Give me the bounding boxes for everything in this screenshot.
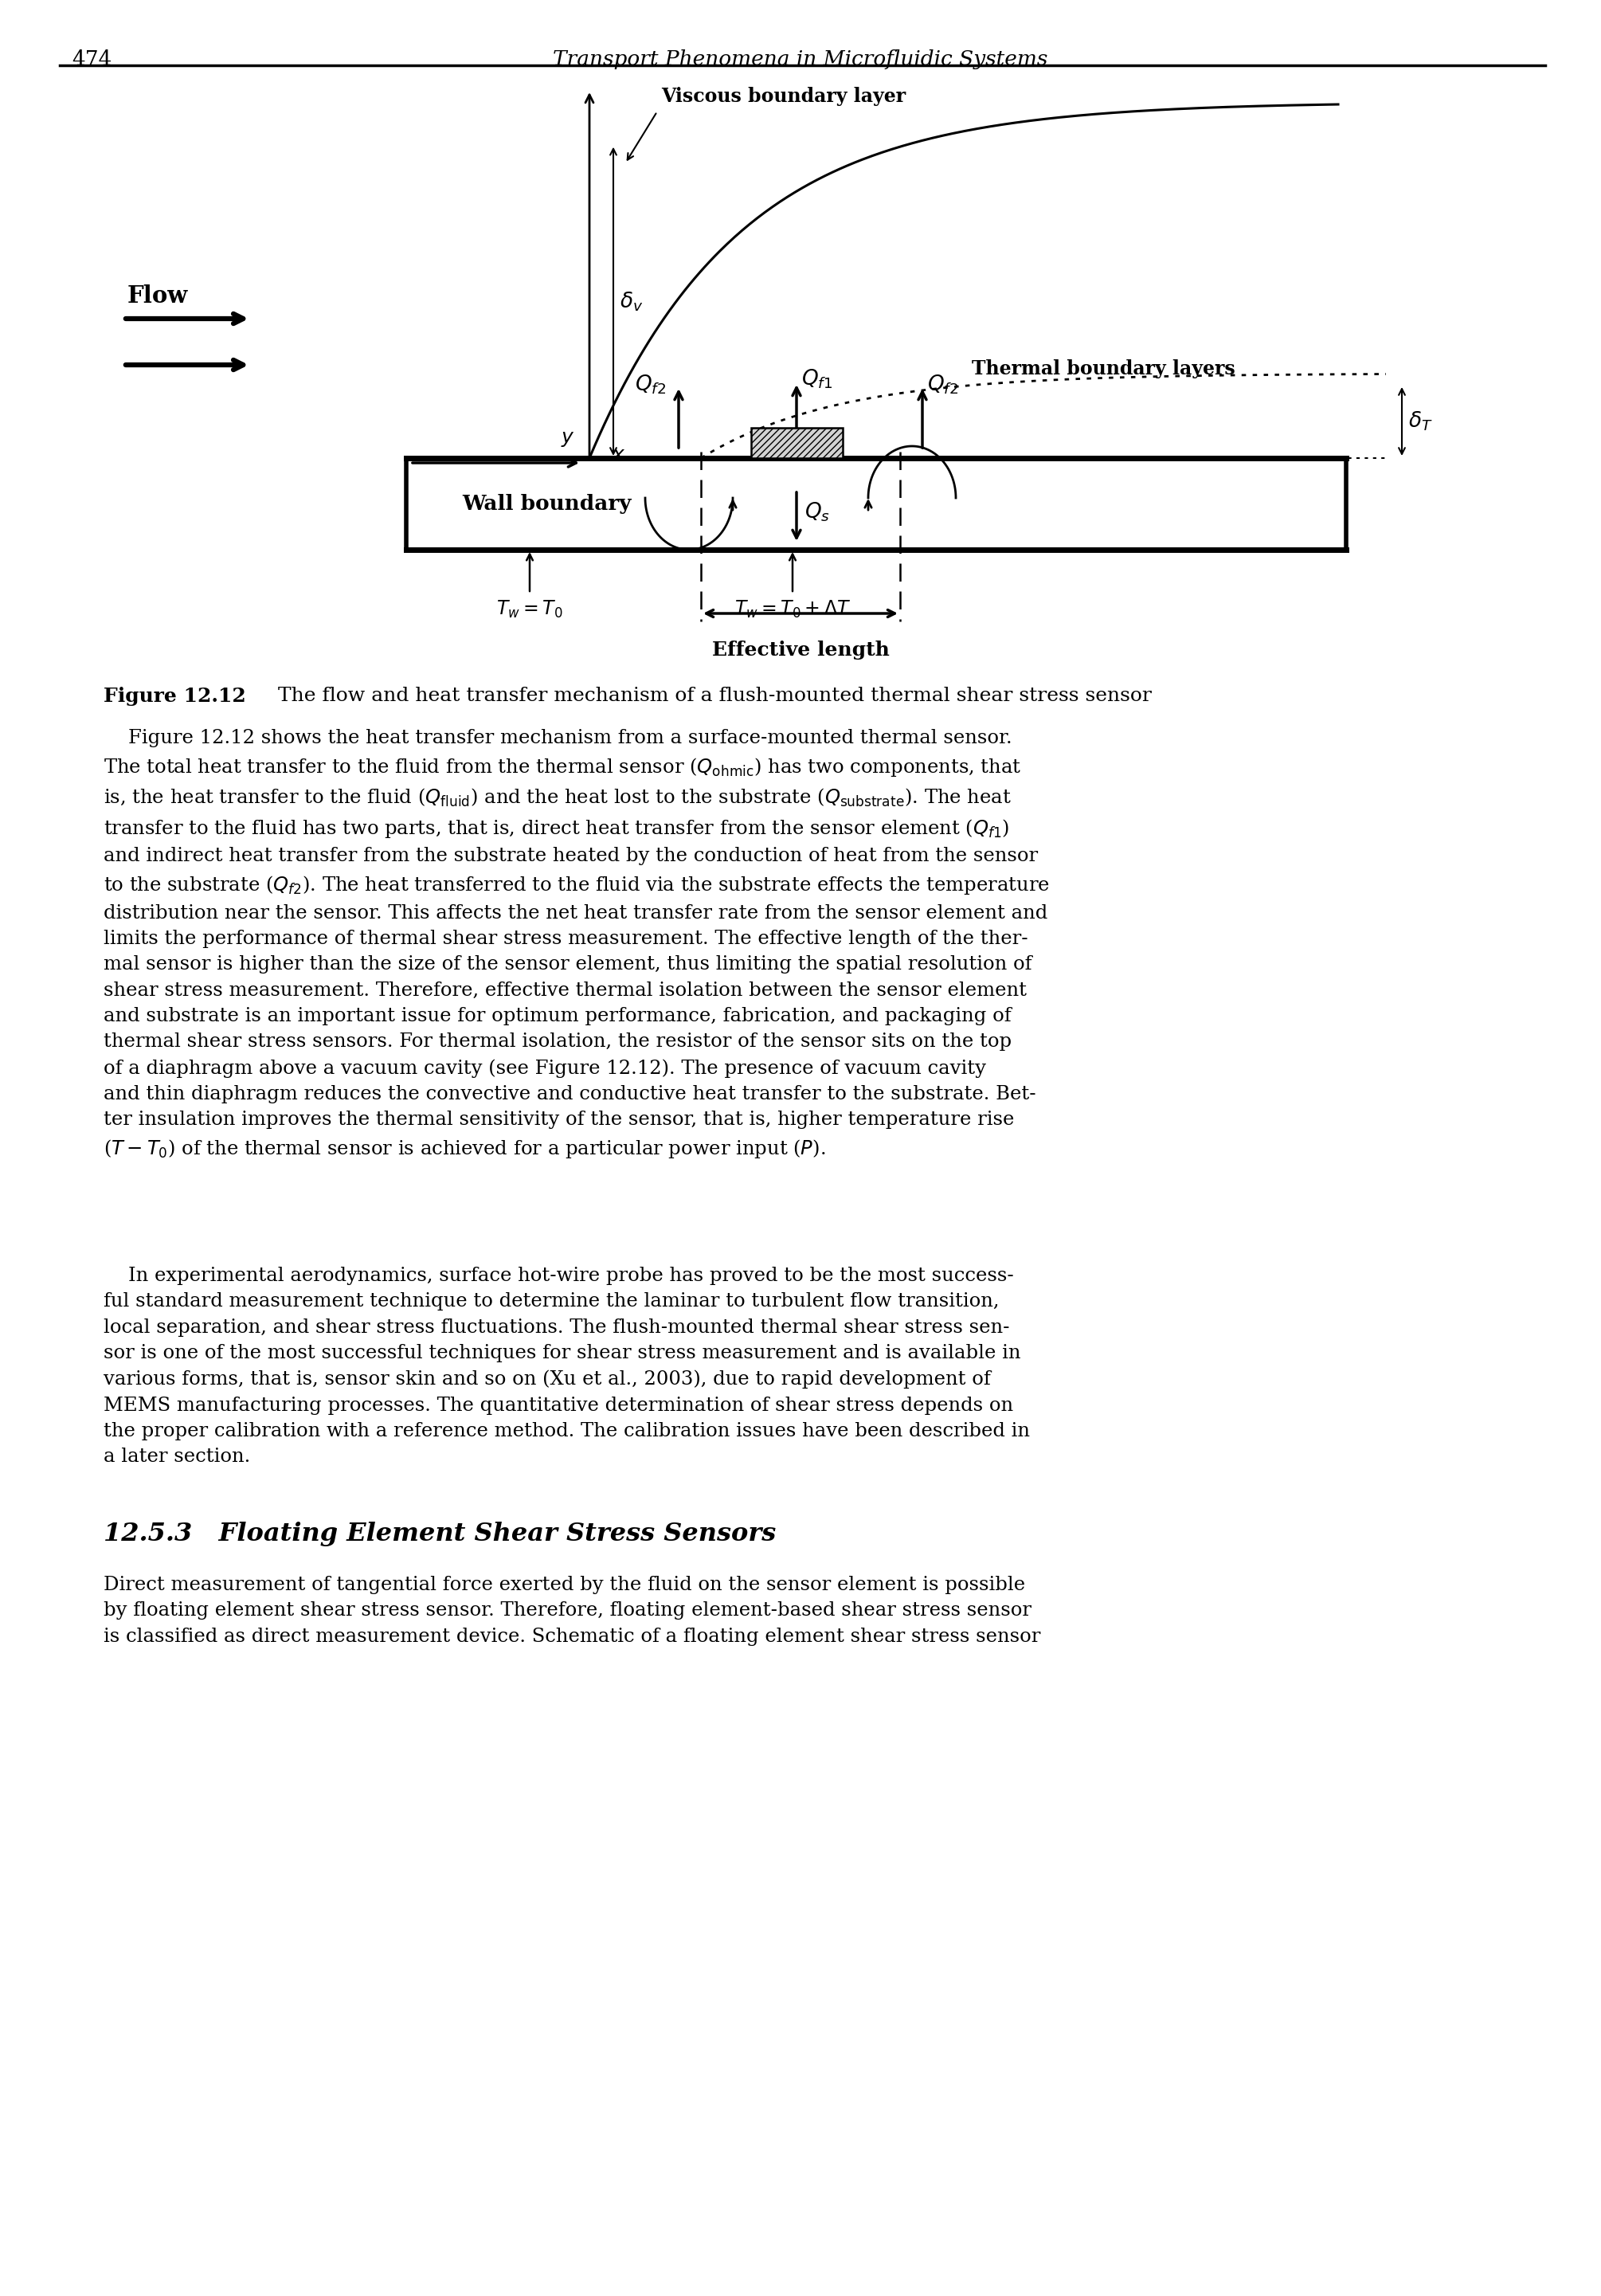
Text: $Q_{f2}$: $Q_{f2}$ — [636, 374, 666, 395]
Text: Transport Phenomena in Microfluidic Systems: Transport Phenomena in Microfluidic Syst… — [552, 51, 1049, 69]
Text: $Q_{f2}$: $Q_{f2}$ — [927, 374, 959, 395]
Text: $x$: $x$ — [612, 445, 626, 464]
Text: Direct measurement of tangential force exerted by the fluid on the sensor elemen: Direct measurement of tangential force e… — [104, 1575, 1041, 1646]
Text: 474: 474 — [72, 51, 112, 69]
Text: $\delta_v$: $\delta_v$ — [620, 289, 644, 312]
Text: $Q_{f1}$: $Q_{f1}$ — [800, 367, 833, 390]
Text: Flow: Flow — [128, 285, 189, 308]
Text: In experimental aerodynamics, surface hot-wire probe has proved to be the most s: In experimental aerodynamics, surface ho… — [104, 1267, 1029, 1467]
Text: $T_w = T_0 + \Delta T$: $T_w = T_0 + \Delta T$ — [735, 599, 850, 620]
Text: 12.5.3   Floating Element Shear Stress Sensors: 12.5.3 Floating Element Shear Stress Sen… — [104, 1522, 776, 1545]
Text: The flow and heat transfer mechanism of a flush-mounted thermal shear stress sen: The flow and heat transfer mechanism of … — [259, 687, 1151, 705]
Text: $\delta_T$: $\delta_T$ — [1409, 411, 1433, 432]
Text: Viscous boundary layer: Viscous boundary layer — [661, 87, 906, 106]
Text: $T_w = T_0$: $T_w = T_0$ — [496, 599, 564, 620]
Text: Figure 12.12 shows the heat transfer mechanism from a surface-mounted thermal se: Figure 12.12 shows the heat transfer mec… — [104, 728, 1050, 1159]
Text: Thermal boundary layers: Thermal boundary layers — [972, 360, 1236, 379]
Text: Wall boundary: Wall boundary — [463, 494, 631, 514]
Bar — [751, 427, 842, 459]
Text: $Q_s$: $Q_s$ — [804, 501, 829, 523]
Text: Effective length: Effective length — [712, 641, 889, 659]
Text: Figure 12.12: Figure 12.12 — [104, 687, 247, 705]
Text: $y$: $y$ — [560, 429, 575, 448]
